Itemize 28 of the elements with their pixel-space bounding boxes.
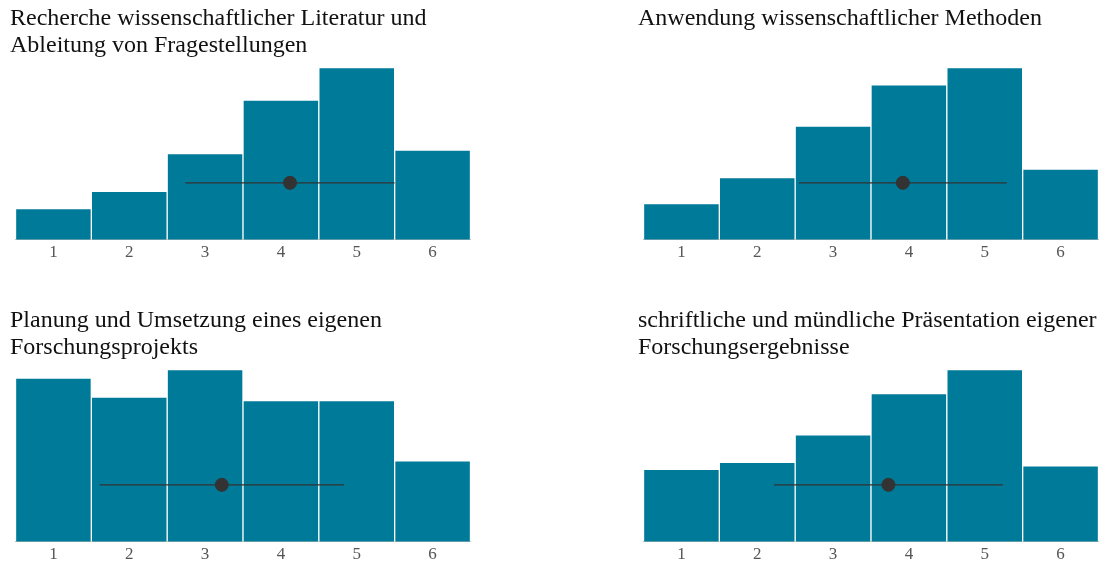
chart-title: Planung und Umsetzung eines eigenen Forschungsprojekts <box>9 306 383 361</box>
x-tick-label: 4 <box>276 544 286 564</box>
x-tick-label: 2 <box>125 544 134 564</box>
x-tick-label: 4 <box>276 242 286 262</box>
x-tick-label: 6 <box>428 544 437 564</box>
x-tick-label: 5 <box>352 544 361 564</box>
x-tick-label: 5 <box>352 242 361 262</box>
chart-title: schriftliche und mündliche Präsentation eigener Forschungsergebnisse <box>637 306 1098 361</box>
x-tick-label: 4 <box>904 242 914 262</box>
x-tick-label: 3 <box>200 544 210 564</box>
x-tick-label: 5 <box>980 242 989 262</box>
x-tick-label: 2 <box>125 242 134 262</box>
x-tick-label: 6 <box>1056 544 1065 564</box>
x-tick-label: 4 <box>904 544 914 564</box>
x-tick-label: 6 <box>428 242 437 262</box>
x-tick-label: 1 <box>49 242 58 262</box>
x-tick-label: 1 <box>677 242 686 262</box>
x-tick-label: 6 <box>1056 242 1065 262</box>
chart-title: Recherche wissenschaftlicher Literatur und Ableitung von Fragestellungen <box>9 4 428 59</box>
x-tick-label: 1 <box>49 544 58 564</box>
x-tick-label: 3 <box>828 544 838 564</box>
x-tick-label: 5 <box>980 544 989 564</box>
x-tick-label: 2 <box>753 242 762 262</box>
x-tick-label: 1 <box>677 544 686 564</box>
x-tick-label: 3 <box>200 242 210 262</box>
chart-title: Anwendung wissenschaftlicher Methoden <box>637 4 1043 32</box>
x-tick-label: 3 <box>828 242 838 262</box>
x-tick-label: 2 <box>753 544 762 564</box>
